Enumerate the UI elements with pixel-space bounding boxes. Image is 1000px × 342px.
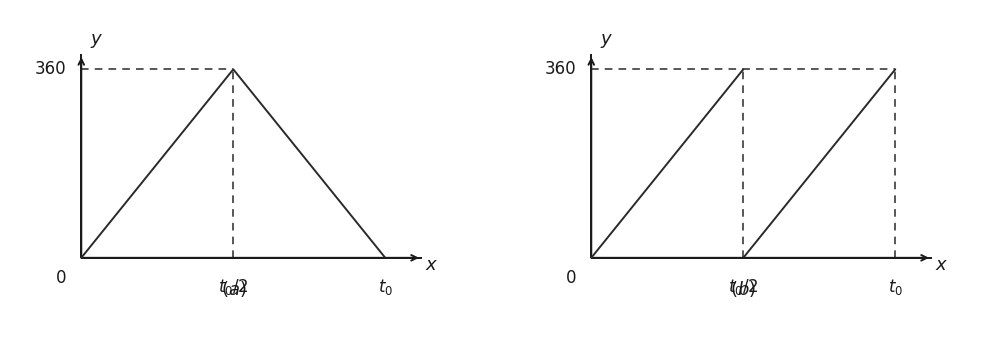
Text: 360: 360 xyxy=(34,60,66,78)
Text: $t_0$: $t_0$ xyxy=(378,277,393,297)
Text: $t_0$: $t_0$ xyxy=(888,277,903,297)
Text: $t_0/2$: $t_0/2$ xyxy=(728,277,758,297)
Text: $x$: $x$ xyxy=(935,256,948,274)
Text: 360: 360 xyxy=(544,60,576,78)
Text: $x$: $x$ xyxy=(425,256,438,274)
Text: $(a)$: $(a)$ xyxy=(221,279,246,299)
Text: $y$: $y$ xyxy=(600,32,614,51)
Text: 0: 0 xyxy=(56,269,66,287)
Text: $t_0/2$: $t_0/2$ xyxy=(218,277,248,297)
Text: 0: 0 xyxy=(566,269,576,287)
Text: $(b)$: $(b)$ xyxy=(730,279,756,299)
Text: $y$: $y$ xyxy=(90,32,104,51)
